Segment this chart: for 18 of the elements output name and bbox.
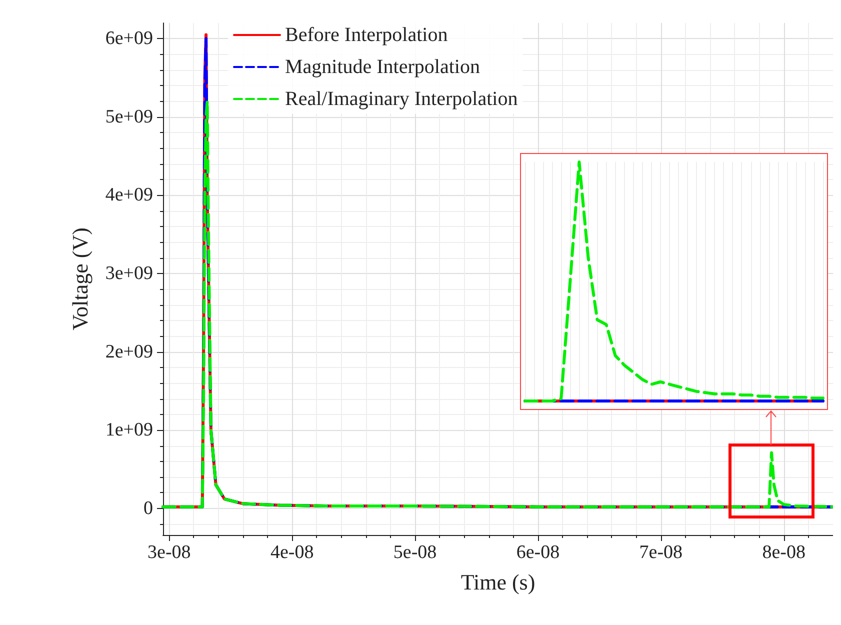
y-tick-label: 2e+09 [105,341,153,362]
x-tick-label: 7e-08 [639,542,683,563]
legend-label: Before Interpolation [285,24,448,46]
x-tick-label: 8e-08 [762,542,806,563]
y-axis-title: Voltage (V) [68,228,92,330]
x-tick-label: 3e-08 [148,542,191,563]
x-axis-title: Time (s) [460,570,536,594]
y-tick-label: 0 [144,498,153,519]
y-tick-label: 6e+09 [105,28,153,50]
y-tick-label: 3e+09 [105,263,153,284]
y-tick-label: 1e+09 [105,420,153,441]
x-tick-label: 6e-08 [516,542,560,563]
legend-label: Real/Imaginary Interpolation [285,88,518,110]
y-tick-label: 5e+09 [105,106,153,128]
x-tick-label: 4e-08 [270,542,314,563]
legend-label: Magnitude Interpolation [285,56,480,78]
y-tick-label: 4e+09 [105,184,153,206]
x-tick-label: 5e-08 [393,542,437,563]
